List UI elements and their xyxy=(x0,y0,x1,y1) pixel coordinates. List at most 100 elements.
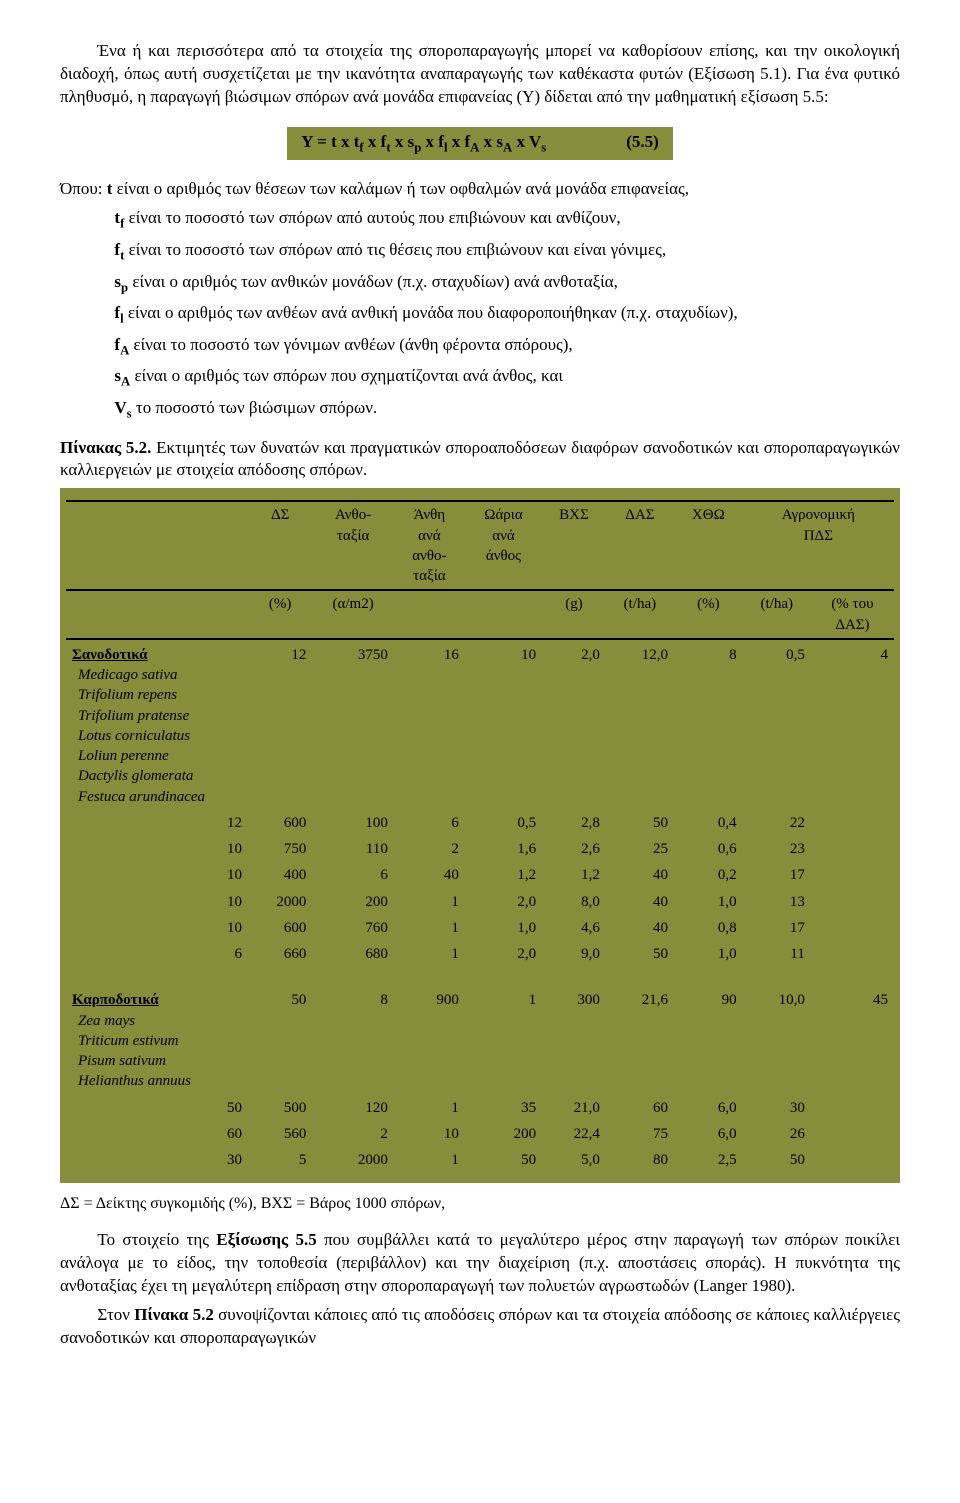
table-cell: 10 xyxy=(66,836,248,862)
table-cell: 9,0 xyxy=(542,941,606,967)
paragraph-intro: Ένα ή και περισσότερα από τα στοιχεία τη… xyxy=(60,40,900,109)
definitions-intro: Όπου: t είναι ο αριθμός των θέσεων των κ… xyxy=(60,178,900,201)
col-ds: ΔΣ xyxy=(248,501,312,590)
table-cell: 12 xyxy=(248,642,312,810)
unit-xtho: (%) xyxy=(674,590,743,639)
table-cell: 8 xyxy=(312,987,394,1094)
table-cell: 680 xyxy=(312,941,394,967)
table-cell: 11 xyxy=(743,941,811,967)
table-cell: 50 xyxy=(248,987,312,1094)
table-cell: 5,0 xyxy=(542,1147,606,1173)
paragraph-2: Το στοιχείο της Εξίσωσης 5.5 που συμβάλλ… xyxy=(60,1229,900,1298)
table-cell: 6 xyxy=(394,810,465,836)
table-cell: 22 xyxy=(743,810,811,836)
col-das: ΔΑΣ xyxy=(606,501,674,590)
table-cell: 13 xyxy=(743,889,811,915)
table-cell: 40 xyxy=(606,889,674,915)
equation-text: Y = t x tf x ft x sp x fl x fA x sA x Vs xyxy=(301,131,546,157)
table-cell: 1 xyxy=(394,889,465,915)
table-cell: 40 xyxy=(606,915,674,941)
table-cell: 23 xyxy=(743,836,811,862)
table-cell: 80 xyxy=(606,1147,674,1173)
table-cell: 200 xyxy=(465,1121,542,1147)
def-sa: sA είναι ο αριθμός των σπόρων που σχηματ… xyxy=(60,365,900,391)
paragraph-3: Στον Πίνακα 5.2 συνοψίζονται κάποιες από… xyxy=(60,1304,900,1350)
table-cell: 10 xyxy=(66,889,248,915)
unit-agro-a: (t/ha) xyxy=(743,590,811,639)
unit-ds: (%) xyxy=(248,590,312,639)
table-cell: 500 xyxy=(248,1095,312,1121)
table-cell: 90 xyxy=(674,987,743,1094)
table-cell: 0,5 xyxy=(465,810,542,836)
table-cell: 16 xyxy=(394,642,465,810)
table-cell: 17 xyxy=(743,862,811,888)
data-table: ΔΣ Ανθο-ταξία Άνθηανάανθο-ταξία Ωάριαανά… xyxy=(60,488,900,1183)
col-antho: Ανθο-ταξία xyxy=(312,501,394,590)
table-cell: 21,6 xyxy=(606,987,674,1094)
table-cell: 1,0 xyxy=(674,941,743,967)
table-cell: 26 xyxy=(743,1121,811,1147)
group-label-cell: ΚαρποδοτικάZea maysTriticum estivumPisum… xyxy=(66,987,248,1094)
table-cell: 0,8 xyxy=(674,915,743,941)
table-cell: 750 xyxy=(248,836,312,862)
table-cell: 6 xyxy=(312,862,394,888)
table-cell: 10 xyxy=(465,642,542,810)
table-cell: 6 xyxy=(66,941,248,967)
table-cell: 660 xyxy=(248,941,312,967)
col-agro: ΑγρονομικήΠΔΣ xyxy=(743,501,894,590)
table-cell: 5 xyxy=(248,1147,312,1173)
col-xtho: ΧΘΩ xyxy=(674,501,743,590)
table-cell: 75 xyxy=(606,1121,674,1147)
table-cell: 22,4 xyxy=(542,1121,606,1147)
table-cell: 2,5 xyxy=(674,1147,743,1173)
table-cell: 0,6 xyxy=(674,836,743,862)
unit-das: (t/ha) xyxy=(606,590,674,639)
table-cell: 10 xyxy=(66,915,248,941)
table-cell: 50 xyxy=(66,1095,248,1121)
def-fl: fl είναι ο αριθμός των ανθέων ανά ανθική… xyxy=(60,302,900,328)
table-cell: 8 xyxy=(674,642,743,810)
table-cell: 3750 xyxy=(312,642,394,810)
table-cell: 120 xyxy=(312,1095,394,1121)
equation-number: (5.5) xyxy=(626,131,659,157)
table-cell: 1 xyxy=(394,915,465,941)
def-sp: sp είναι ο αριθμός των ανθικών μονάδων (… xyxy=(60,271,900,297)
table-cell: 30 xyxy=(66,1147,248,1173)
definitions-block: Όπου: t είναι ο αριθμός των θέσεων των κ… xyxy=(60,178,900,422)
table-cell: 25 xyxy=(606,836,674,862)
table-cell: 2,0 xyxy=(465,889,542,915)
table-cell: 21,0 xyxy=(542,1095,606,1121)
def-fa: fA είναι το ποσοστό των γόνιμων ανθέων (… xyxy=(60,334,900,360)
table-cell: 12 xyxy=(66,810,248,836)
table-cell: 300 xyxy=(542,987,606,1094)
table-cell: 30 xyxy=(743,1095,811,1121)
table-cell: 35 xyxy=(465,1095,542,1121)
table-cell: 1 xyxy=(394,941,465,967)
table-cell: 200 xyxy=(312,889,394,915)
table-cell: 2000 xyxy=(248,889,312,915)
table-cell: 50 xyxy=(606,810,674,836)
table-cell: 50 xyxy=(606,941,674,967)
table-cell: 2,0 xyxy=(542,642,606,810)
table-cell: 8,0 xyxy=(542,889,606,915)
table-cell: 40 xyxy=(606,862,674,888)
table-cell: 12,0 xyxy=(606,642,674,810)
table-cell: 0,5 xyxy=(743,642,811,810)
table-cell: 50 xyxy=(465,1147,542,1173)
table-cell: 45 xyxy=(811,987,894,1094)
table-cell: 900 xyxy=(394,987,465,1094)
table-cell: 50 xyxy=(743,1147,811,1173)
table-footnote: ΔΣ = Δείκτης συγκομιδής (%), ΒΧΣ = Βάρος… xyxy=(60,1193,900,1215)
table-cell: 4,6 xyxy=(542,915,606,941)
table-cell: 100 xyxy=(312,810,394,836)
table-cell: 2 xyxy=(394,836,465,862)
table-cell: 1,2 xyxy=(542,862,606,888)
table-cell: 2 xyxy=(312,1121,394,1147)
table-cell: 1 xyxy=(465,987,542,1094)
table-cell: 10 xyxy=(66,862,248,888)
col-oaria: Ωάριαανάάνθος xyxy=(465,501,542,590)
unit-antho: (α/m2) xyxy=(312,590,394,639)
table-cell: 6,0 xyxy=(674,1095,743,1121)
table-cell: 1 xyxy=(394,1147,465,1173)
table-cell: 2,6 xyxy=(542,836,606,862)
